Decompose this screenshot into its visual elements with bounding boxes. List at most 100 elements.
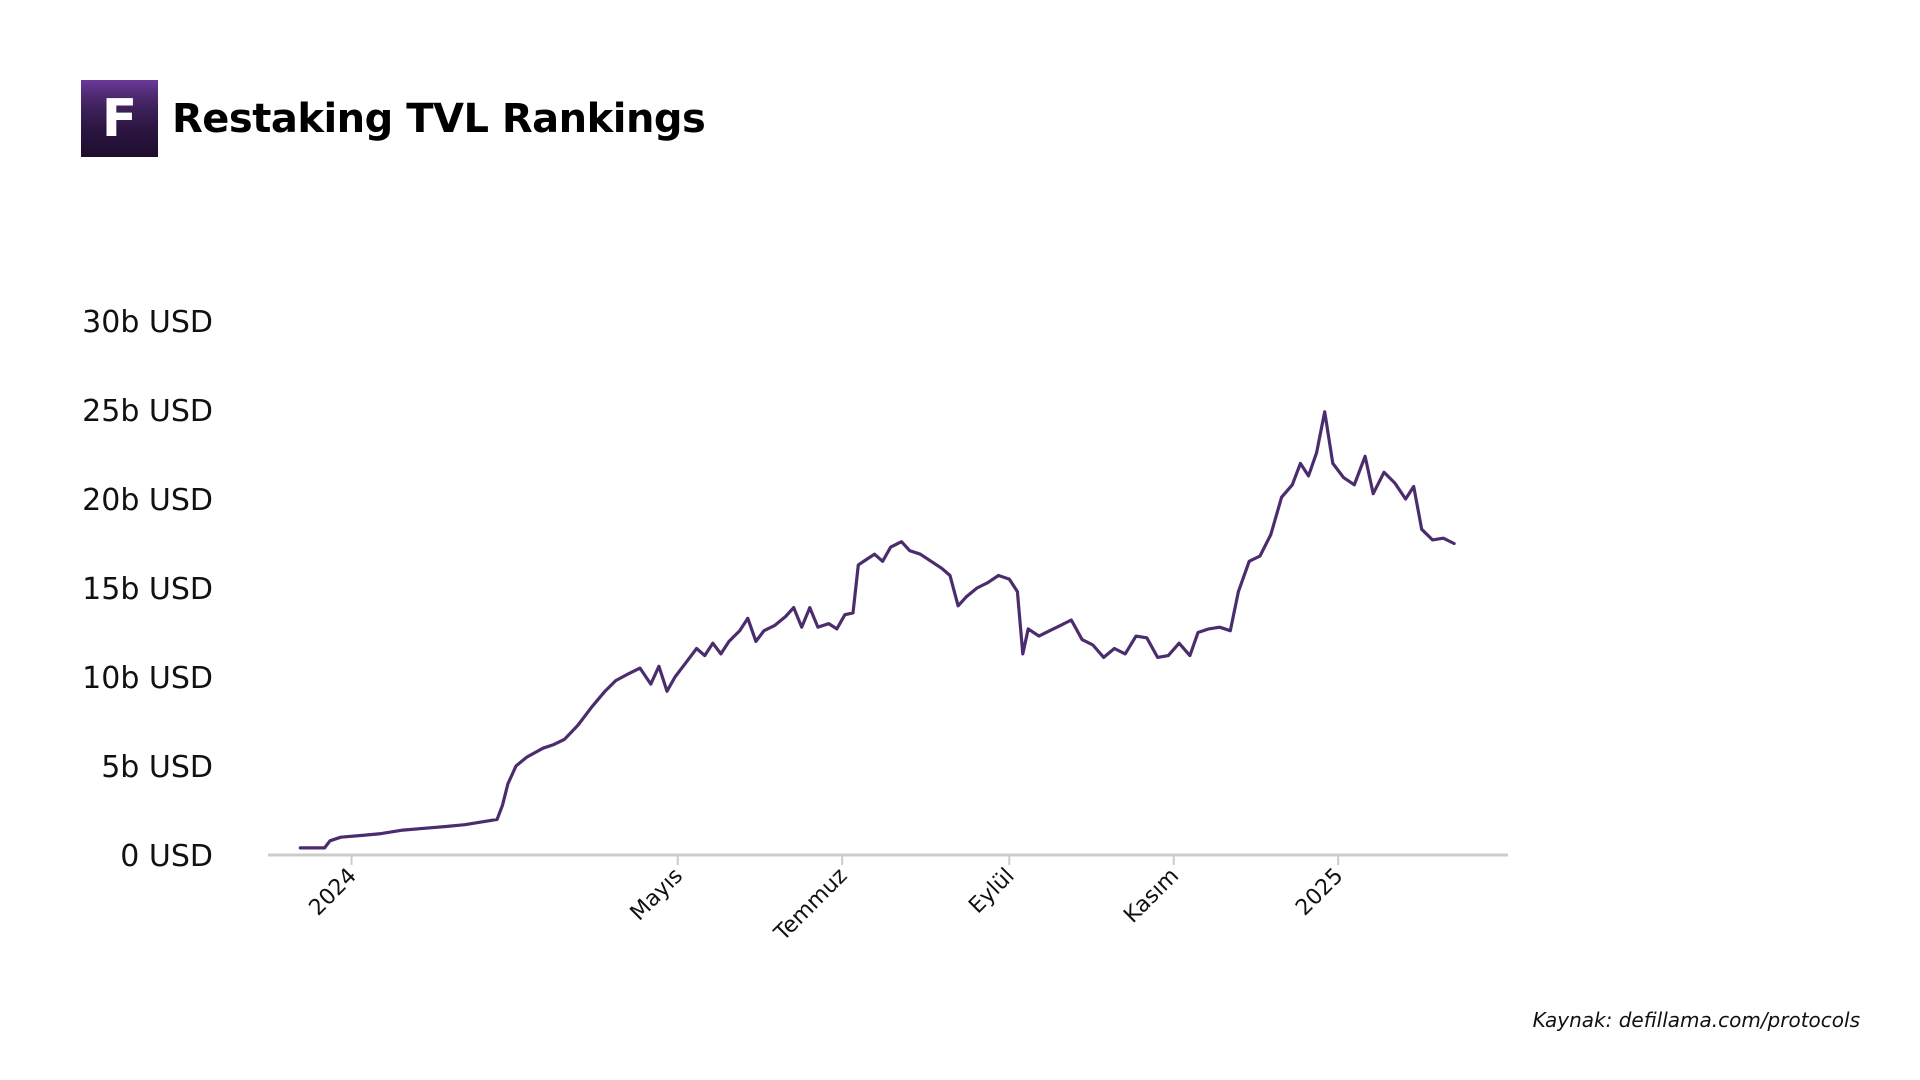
y-tick-label: 20b USD [82,483,213,518]
data-point [1177,642,1181,645]
brand-logo: F [81,80,158,157]
data-point [965,595,968,599]
x-tick-label: Eylül [964,864,1019,919]
data-point [495,818,499,821]
data-point [463,823,466,826]
data-point [485,820,488,823]
data-point [940,567,944,570]
x-tick-label: Temmuz [769,864,852,947]
data-point [1280,496,1283,499]
data-point [514,764,518,768]
data-point [873,553,876,556]
data-point [423,827,426,830]
data-point [808,606,811,609]
data-point [997,574,1000,577]
y-tick-label: 10b USD [82,661,213,696]
data-point [665,690,669,693]
data-point [401,828,404,832]
data-point [1229,629,1232,632]
data-point [908,549,911,552]
data-point [956,604,960,607]
data-point [684,661,687,664]
data-point [380,832,383,835]
data-point [1431,538,1434,542]
data-point [975,586,979,590]
data-point [628,672,631,675]
data-point [738,629,741,632]
data-point [1442,537,1445,540]
data-point [1372,492,1375,495]
series-line-tvl [298,410,1456,850]
x-tick-label: Mayıs [626,864,688,926]
data-point [1102,656,1105,659]
data-point [1008,577,1011,581]
data-point [501,804,504,807]
data-point [1167,654,1170,657]
data-point [843,613,847,616]
data-point [1196,631,1200,634]
data-point [1258,554,1262,558]
data-point [1113,647,1116,650]
data-point [563,738,566,741]
x-tick-label: 2025 [1291,864,1348,921]
data-point [746,617,749,620]
data-point [1248,560,1251,563]
data-point [525,755,528,759]
data-point [1207,627,1211,631]
data-point [1156,656,1159,659]
data-point [1048,629,1051,632]
data-point [851,611,855,615]
data-point [1218,626,1221,629]
data-point [299,846,302,850]
data-point [835,627,838,631]
data-point [1393,481,1397,485]
data-point [1404,497,1407,501]
data-point [614,679,617,682]
data-point [603,690,607,693]
source-note: Kaynak: defillama.com/protocols [1532,1008,1860,1032]
data-point [1091,643,1095,647]
data-point [948,574,952,577]
data-point [1016,590,1019,593]
y-tick-label: 15b USD [82,572,213,607]
data-point [339,836,342,839]
data-point [857,563,860,567]
data-point [576,723,580,727]
data-point [1323,410,1326,413]
data-point [800,626,803,629]
data-point [552,743,555,746]
data-point [1124,652,1127,656]
data-point [1291,483,1294,486]
data-point [323,846,326,850]
y-tick-label: 0 USD [120,839,213,874]
data-point [986,581,989,584]
data-point [881,560,884,563]
data-point [673,675,677,679]
data-point [865,558,868,561]
data-point [919,553,922,556]
data-point [1134,634,1138,638]
data-point [328,839,332,842]
data-point [1382,471,1386,474]
data-point [719,652,723,656]
data-point [444,825,448,828]
data-point [754,640,758,643]
data-point [649,682,652,686]
data-point [657,665,661,668]
chart-header: F Restaking TVL Rankings [81,80,706,157]
data-point [711,642,714,645]
data-point [1070,618,1073,622]
data-point [1363,455,1367,458]
data-point [784,615,787,618]
data-point [638,666,642,670]
data-point [703,654,706,657]
data-point [1037,634,1041,638]
data-point [1420,528,1423,531]
data-point [1027,627,1030,631]
x-tick-label: 2024 [305,864,362,921]
data-point [827,622,830,625]
data-point [590,706,593,709]
data-point [1331,462,1335,465]
data-point [506,782,510,785]
